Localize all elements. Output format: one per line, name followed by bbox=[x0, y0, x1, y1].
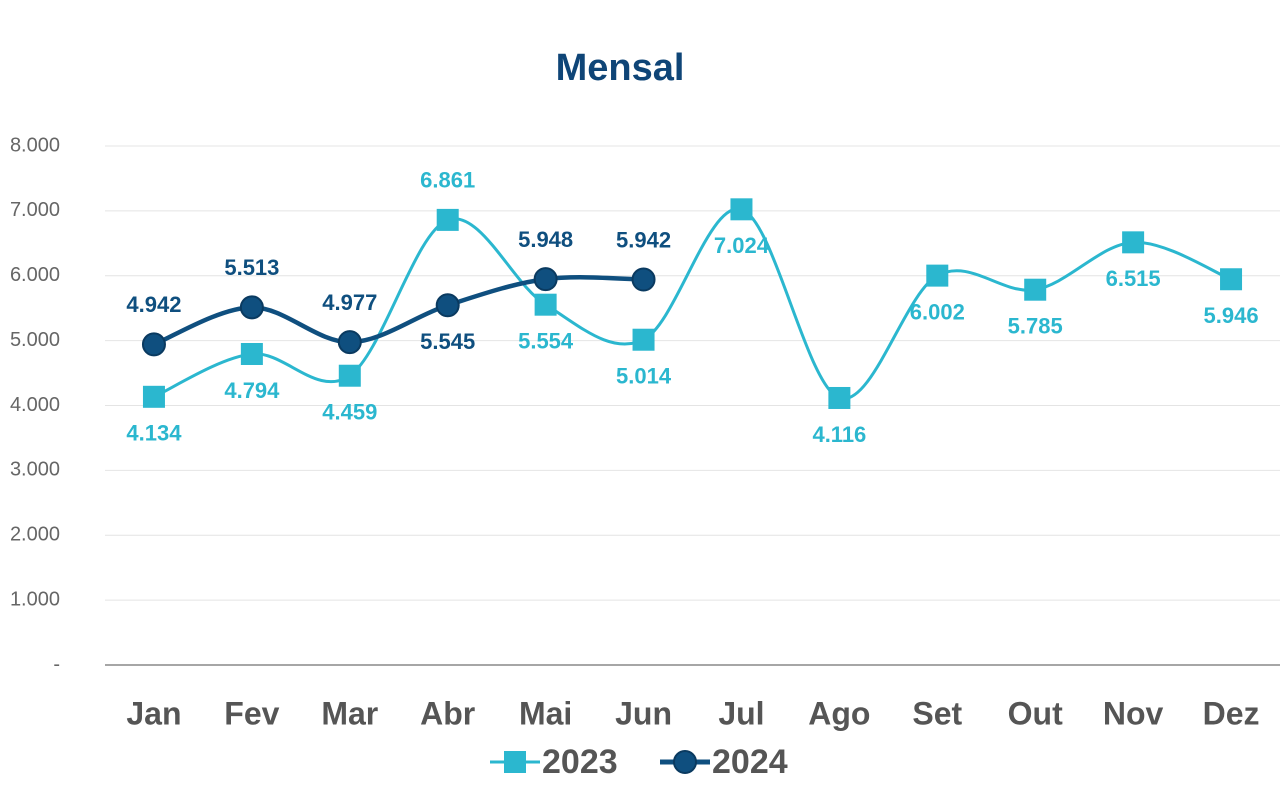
point bbox=[436, 208, 459, 231]
point bbox=[240, 342, 263, 365]
point bbox=[337, 330, 362, 355]
point bbox=[534, 293, 557, 316]
point bbox=[435, 293, 460, 318]
x-tick-label: Dez bbox=[1203, 695, 1260, 731]
value-label: 4.794 bbox=[224, 378, 280, 403]
point bbox=[730, 198, 753, 221]
point bbox=[1122, 231, 1145, 254]
x-tick-label: Abr bbox=[420, 695, 475, 731]
point bbox=[631, 267, 656, 292]
value-label: 5.948 bbox=[518, 227, 573, 252]
value-label: 5.545 bbox=[420, 329, 475, 354]
x-tick-label: Ago bbox=[808, 695, 870, 731]
value-label: 4.977 bbox=[322, 290, 377, 315]
point bbox=[828, 386, 851, 409]
value-label: 4.116 bbox=[812, 422, 866, 447]
point bbox=[1024, 278, 1047, 301]
y-tick-label: 6.000 bbox=[10, 264, 60, 286]
x-tick-label: Jun bbox=[615, 695, 672, 731]
x-tick-label: Set bbox=[912, 695, 962, 731]
value-label: 7.024 bbox=[714, 233, 770, 258]
value-label: 5.554 bbox=[518, 328, 574, 353]
y-tick-label: 8.000 bbox=[10, 134, 60, 156]
y-tick-label: 7.000 bbox=[10, 199, 60, 221]
point bbox=[1220, 268, 1243, 291]
legend-label: 2023 bbox=[542, 743, 618, 781]
y-tick-label: 1.000 bbox=[10, 588, 60, 610]
y-tick-label: 2.000 bbox=[10, 524, 60, 546]
value-label: 5.942 bbox=[616, 227, 671, 252]
x-tick-label: Jan bbox=[126, 695, 181, 731]
value-label: 5.513 bbox=[224, 255, 279, 280]
chart-title: Mensal bbox=[556, 47, 685, 89]
y-tick-label: 4.000 bbox=[10, 394, 60, 416]
value-label: 5.014 bbox=[616, 364, 672, 389]
point bbox=[533, 267, 558, 292]
value-label: 5.785 bbox=[1008, 314, 1063, 339]
y-tick-label: - bbox=[53, 653, 60, 675]
x-tick-label: Nov bbox=[1103, 695, 1164, 731]
x-tick-label: Mai bbox=[519, 695, 572, 731]
x-tick-label: Out bbox=[1008, 695, 1063, 731]
point bbox=[632, 328, 655, 351]
x-tick-label: Jul bbox=[718, 695, 764, 731]
value-label: 6.861 bbox=[420, 168, 475, 193]
point bbox=[239, 295, 264, 320]
value-label: 4.134 bbox=[126, 421, 182, 446]
x-tick-label: Fev bbox=[224, 695, 279, 731]
value-label: 6.515 bbox=[1106, 266, 1161, 291]
legend-marker bbox=[673, 750, 697, 774]
legend-marker bbox=[504, 751, 526, 773]
value-label: 6.002 bbox=[910, 299, 965, 324]
value-label: 5.946 bbox=[1204, 303, 1259, 328]
point bbox=[926, 264, 949, 287]
x-tick-label: Mar bbox=[321, 695, 378, 731]
point bbox=[338, 364, 361, 387]
y-tick-label: 3.000 bbox=[10, 459, 60, 481]
value-label: 4.942 bbox=[126, 292, 181, 317]
y-tick-label: 5.000 bbox=[10, 329, 60, 351]
value-label: 4.459 bbox=[322, 400, 377, 425]
point bbox=[142, 385, 165, 408]
point bbox=[141, 332, 166, 357]
legend-label: 2024 bbox=[712, 743, 788, 781]
